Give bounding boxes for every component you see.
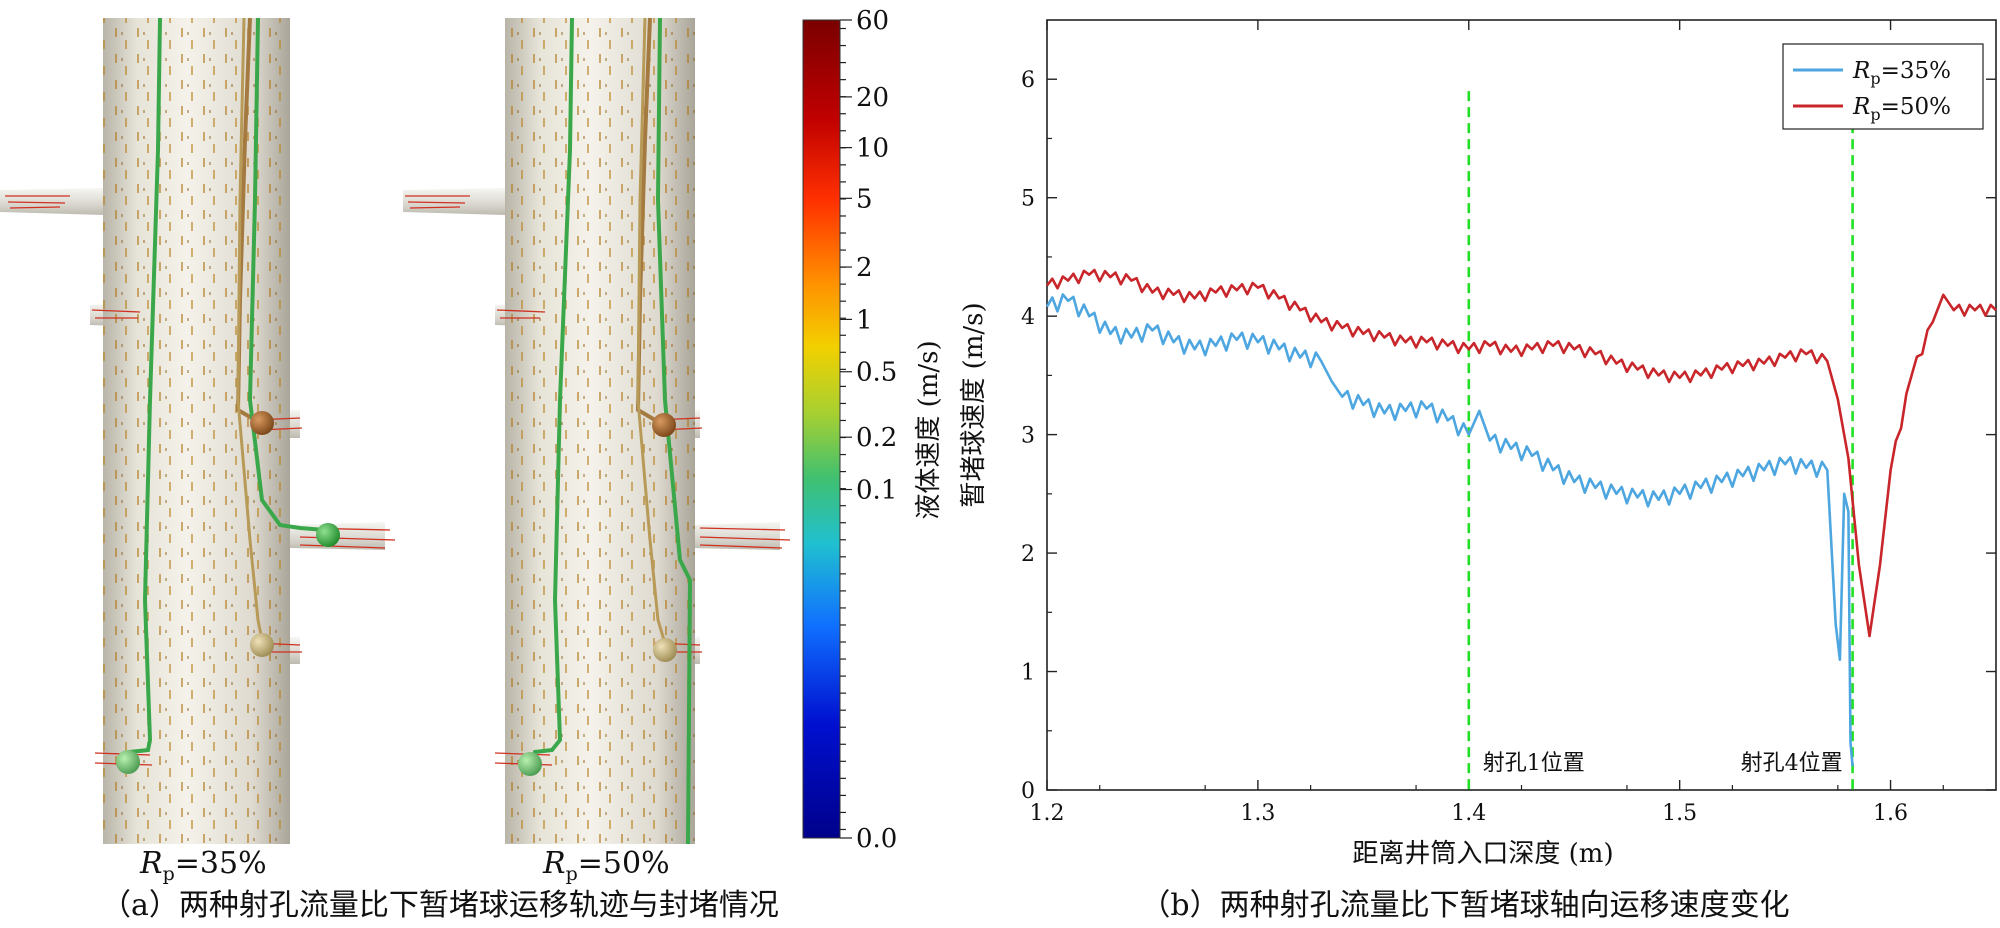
trajectory-tan — [236, 17, 264, 641]
diverter-ball-brown — [250, 411, 274, 435]
x-axis: 1.2 1.3 1.4 1.5 1.6 — [1030, 20, 1944, 826]
colorbar-tick-label: 20 — [856, 83, 889, 113]
caption-a: （a）两种射孔流量比下暂堵球运移轨迹与封堵情况 — [101, 888, 779, 923]
colorbar-tick-label: 0.2 — [856, 423, 897, 453]
caption-b: （b）两种射孔流量比下暂堵球轴向运移速度变化 — [1140, 888, 1789, 923]
trajectory-green-2b — [655, 17, 693, 845]
wellbore-50 — [403, 17, 791, 845]
y-tick-label: 6 — [1021, 68, 1035, 93]
colorbar-tick-label: 60 — [856, 6, 889, 36]
diverter-ball-ltgreen — [116, 750, 140, 774]
diverter-ball-tan-b — [653, 638, 677, 662]
diverter-ball-ltgreen-b — [518, 752, 542, 776]
trajectory-tan-b — [636, 17, 666, 641]
legend-label: Rp=50% — [1852, 94, 1951, 124]
legend: Rp=35% Rp=50% — [1782, 43, 1984, 130]
series-line-rp50 — [1045, 268, 1997, 638]
left-well-label: Rp=35% — [139, 846, 267, 885]
colorbar-tick-label: 0.0 — [856, 824, 897, 854]
colorbar-tick-label: 0.5 — [856, 358, 897, 388]
colorbar-title: 液体速度 (m/s) — [914, 340, 944, 519]
y-tick-label: 3 — [1021, 424, 1035, 449]
y-tick-label: 0 — [1021, 779, 1035, 804]
legend-label: Rp=35% — [1852, 58, 1951, 88]
trajectory-green-2 — [247, 17, 326, 532]
x-tick-label: 1.4 — [1451, 801, 1486, 826]
colorbar-tick-label: 1 — [856, 305, 873, 335]
y-axis-label: 暂堵球速度 (m/s) — [959, 302, 989, 507]
x-tick-label: 1.2 — [1030, 801, 1065, 826]
x-tick-label: 1.3 — [1240, 801, 1275, 826]
diverter-ball-green — [316, 523, 340, 547]
colorbar-tick-label: 10 — [856, 134, 889, 164]
colorbar — [802, 19, 841, 839]
diverter-ball-tan — [250, 633, 274, 657]
perforation-marker-label: 射孔1位置 — [1483, 751, 1585, 776]
wellbore-35 — [0, 17, 396, 844]
legend-box — [1782, 43, 1984, 130]
y-tick-label: 2 — [1021, 542, 1035, 567]
y-tick-label: 4 — [1021, 305, 1035, 330]
series-line-rp35 — [1045, 293, 1854, 767]
perforation-flow-arrows-b — [405, 195, 791, 766]
perforation-marker-label: 射孔4位置 — [1741, 751, 1843, 776]
x-tick-label: 1.5 — [1662, 801, 1697, 826]
x-axis-label: 距离井筒入口深度 (m) — [1352, 839, 1613, 869]
right-well-label: Rp=50% — [542, 846, 670, 885]
diverter-ball-brown-b — [652, 413, 676, 437]
colorbar-tick-label: 5 — [856, 184, 873, 214]
y-axis: 0 1 2 3 4 5 6 — [1021, 68, 1996, 804]
trajectory-green-1b — [530, 17, 574, 763]
y-tick-label: 5 — [1021, 187, 1035, 212]
x-tick-label: 1.6 — [1873, 801, 1908, 826]
colorbar-tick-label: 0.1 — [856, 476, 897, 506]
y-tick-label: 1 — [1021, 661, 1035, 686]
colorbar-tick-label: 2 — [856, 253, 873, 283]
